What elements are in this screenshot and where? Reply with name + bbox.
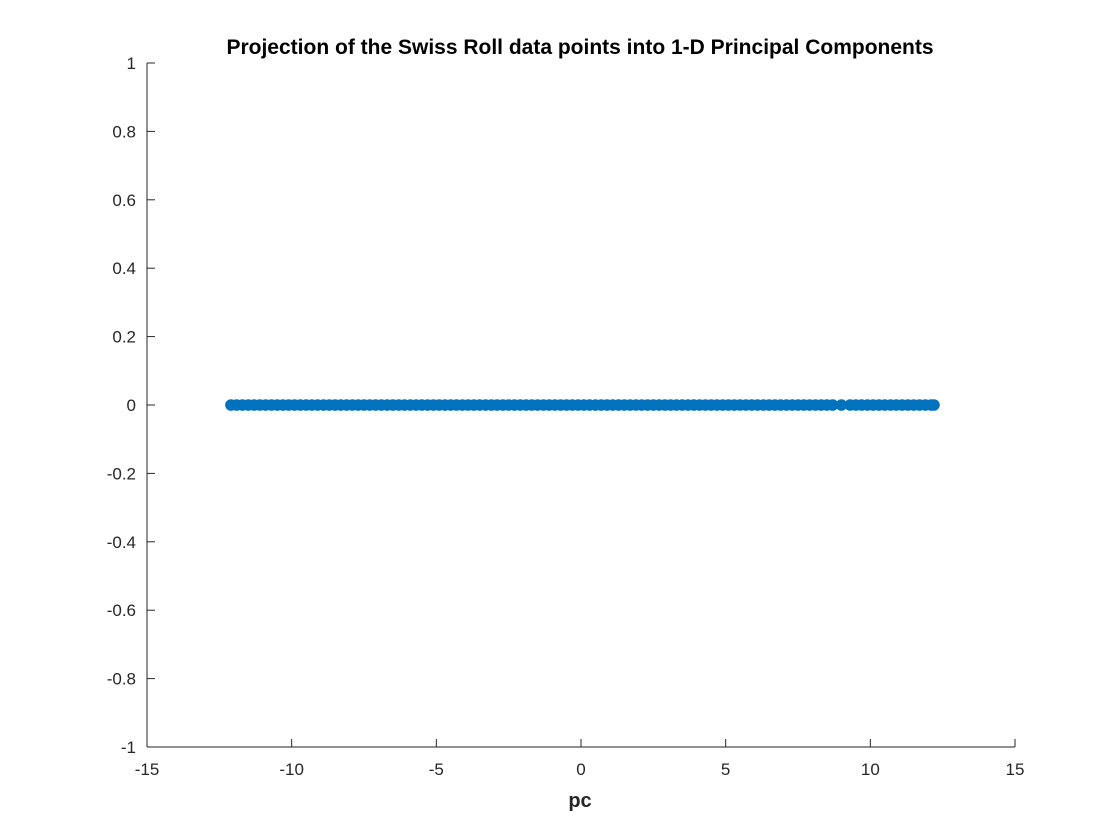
axes: -15 -10 -5 0 5 10 15 -1 -0.8 -0.6 -0.4 -0.2 0 0.2 0.4 0…: [107, 54, 1025, 779]
y-tick-label: 0.8: [112, 122, 136, 141]
y-tick-label: -0.4: [107, 533, 136, 552]
x-tick-label: 15: [1006, 760, 1025, 779]
x-tick-label: -5: [429, 760, 444, 779]
y-tick-label: -0.6: [107, 601, 136, 620]
x-tick-label: -10: [279, 760, 304, 779]
x-tick-label: 0: [576, 760, 585, 779]
y-tick-label: 0.2: [112, 328, 136, 347]
data-points: [225, 399, 940, 411]
x-tick-label: 5: [721, 760, 730, 779]
y-tick-label: 0.6: [112, 191, 136, 210]
x-tick-label: 10: [861, 760, 880, 779]
x-tick-label: -15: [135, 760, 160, 779]
data-point: [928, 399, 940, 411]
y-tick-label: 0: [127, 396, 136, 415]
chart-title: Projection of the Swiss Roll data points…: [226, 36, 933, 59]
y-tick-label: -0.2: [107, 464, 136, 483]
y-tick-label: -0.8: [107, 670, 136, 689]
y-tick-label: 1: [127, 54, 136, 73]
y-tick-label: 0.4: [112, 259, 136, 278]
x-axis-label: pc: [568, 790, 591, 812]
y-tick-label: -1: [121, 738, 136, 757]
